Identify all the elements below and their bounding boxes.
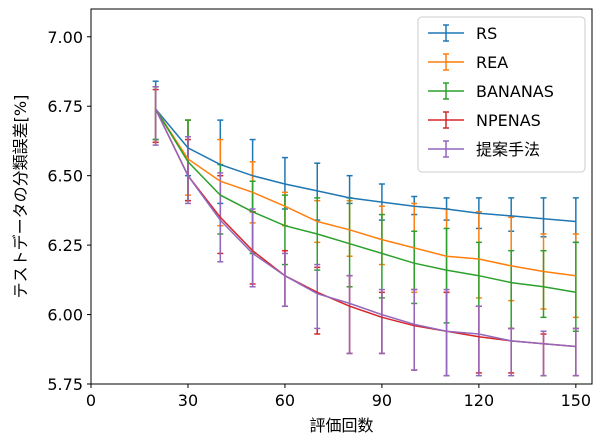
series-line <box>154 108 576 277</box>
legend-label: BANANAS <box>476 82 554 101</box>
legend-entry: REA <box>428 53 508 72</box>
y-tick-label: 6.75 <box>47 97 83 116</box>
legend-label: REA <box>476 53 508 72</box>
y-tick-label: 6.50 <box>47 167 83 186</box>
series-line <box>154 108 576 294</box>
plot-frame <box>90 8 593 385</box>
y-tick-label: 7.00 <box>47 28 83 47</box>
legend-label: RS <box>476 24 497 43</box>
y-axis-label: テストデータの分類誤差[%] <box>11 95 30 299</box>
x-tick-label: 60 <box>275 391 295 410</box>
x-axis-label: 評価回数 <box>309 416 373 435</box>
legend-entry: RS <box>428 24 497 43</box>
series-line <box>154 108 576 348</box>
y-tick-label: 6.25 <box>47 236 83 255</box>
x-tick-label: 90 <box>372 391 392 410</box>
x-tick-label: 120 <box>464 391 495 410</box>
legend: RS REA BANANAS NPENAS 提案手法 <box>417 16 586 173</box>
y-axis-ticks: 5.75 6.00 6.25 6.50 6.75 7.00 <box>47 28 91 394</box>
x-axis-ticks: 0 30 60 90 120 150 <box>86 384 591 410</box>
y-tick-label: 5.75 <box>47 375 83 394</box>
legend-label: 提案手法 <box>476 140 540 159</box>
series-errorbars <box>152 86 579 377</box>
legend-label: NPENAS <box>476 111 541 130</box>
x-tick-label: 0 <box>86 391 96 410</box>
series-lines-layer <box>154 108 576 348</box>
y-tick-label: 6.00 <box>47 306 83 325</box>
legend-entry: NPENAS <box>428 111 541 130</box>
series-line <box>155 108 576 223</box>
legend-box <box>417 16 586 173</box>
x-tick-label: 30 <box>178 391 198 410</box>
legend-entry: BANANAS <box>428 82 554 101</box>
x-tick-label: 150 <box>561 391 592 410</box>
legend-entry: 提案手法 <box>428 140 540 159</box>
